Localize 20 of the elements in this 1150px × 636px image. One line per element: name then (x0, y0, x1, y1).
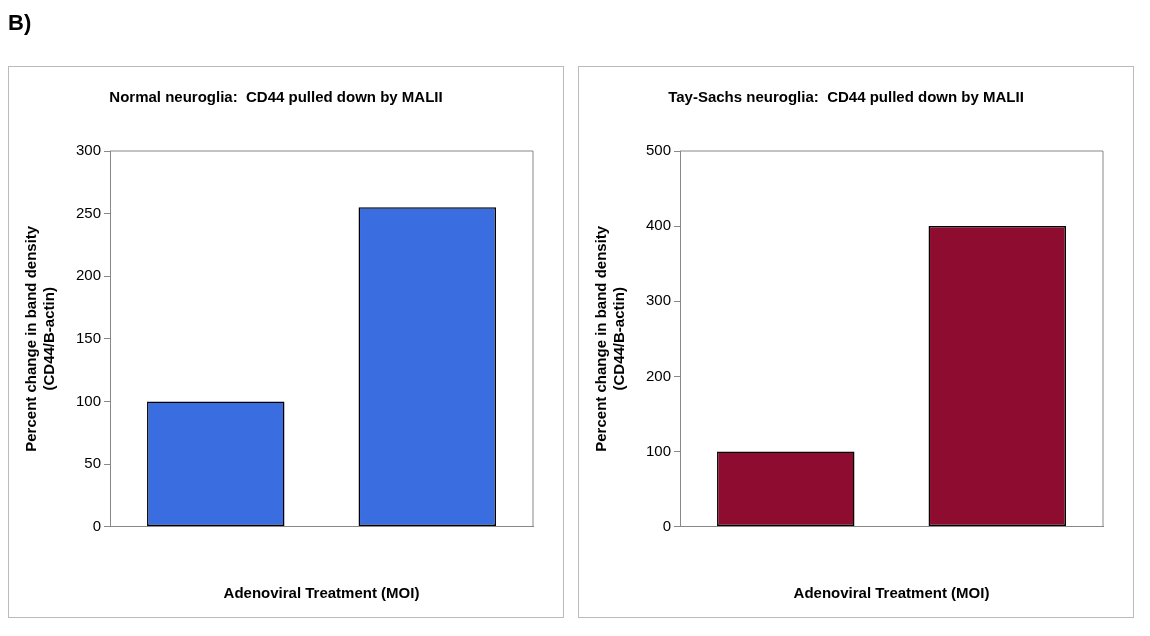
y-axis-title: Percent change in band density (CD44/B-actin) (592, 225, 628, 452)
chart-title: Tay-Sachs neuroglia: CD44 pulled down by MALII (668, 88, 1024, 106)
x-axis-title: Adenoviral Treatment (MOI) (223, 584, 420, 602)
y-tick-label: 200 (76, 266, 102, 284)
y-tick-label: 50 (84, 454, 102, 472)
y-tick-label: 500 (646, 141, 672, 159)
chart-title: Normal neuroglia: CD44 pulled down by MALII (109, 88, 443, 106)
x-axis-title: Adenoviral Treatment (MOI) (793, 584, 990, 602)
y-tick-label: 100 (646, 441, 672, 459)
y-tick-label: 250 (76, 203, 102, 221)
y-tick-label: 400 (646, 216, 672, 234)
y-tick-label: 0 (92, 516, 102, 534)
y-axis-title: Percent change in band density (CD44/B-actin) (22, 225, 58, 452)
y-tick-label: 0 (662, 516, 672, 534)
text: B) (8, 10, 32, 35)
y-tick-label: 300 (646, 291, 672, 309)
y-tick-label: 300 (76, 141, 102, 159)
y-tick-label: 100 (76, 391, 102, 409)
y-tick-label: 150 (76, 328, 102, 346)
y-tick-label: 200 (646, 366, 672, 384)
